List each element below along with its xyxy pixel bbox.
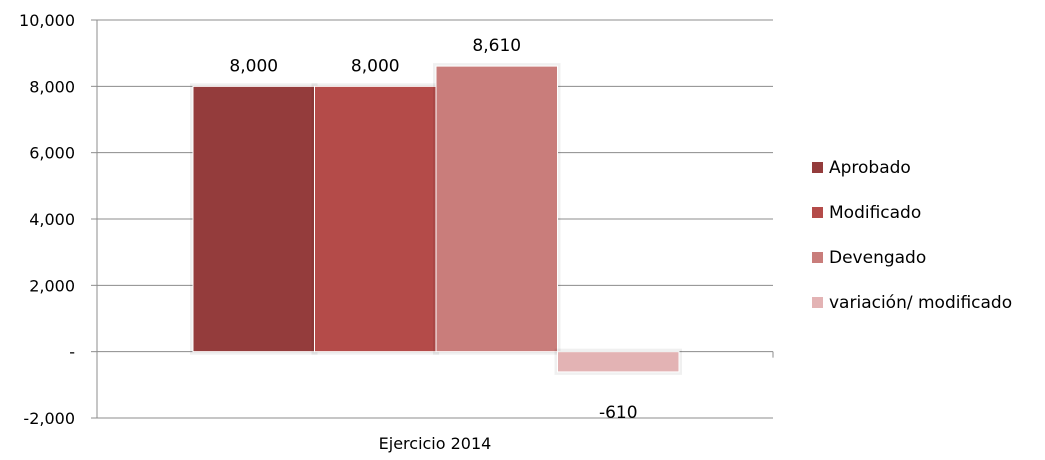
data-labels: 8,000 8,000 8,610 -610: [229, 36, 637, 423]
y-axis: 10,000 8,000 6,000 4,000 2,000 - -2,000: [19, 11, 98, 428]
bar-variaci-n-modificado: [557, 351, 680, 373]
legend-swatch: [812, 162, 823, 173]
y-tick-label: 6,000: [29, 144, 75, 163]
bar-modificado: [314, 85, 437, 353]
data-label: 8,610: [472, 36, 521, 56]
y-tick-label: -2,000: [23, 409, 75, 428]
y-tick-label: 2,000: [29, 276, 75, 295]
y-tick-label: 4,000: [29, 210, 75, 229]
y-tick-label: -: [69, 343, 75, 362]
bar-devengado: [435, 65, 558, 353]
data-label: 8,000: [229, 56, 278, 76]
bar-aprobado: [192, 85, 315, 353]
legend: Aprobado Modificado Devengado variación/ mo…: [812, 158, 1012, 313]
y-tick-label: 10,000: [19, 11, 75, 30]
category-label: Ejercicio 2014: [379, 434, 492, 453]
y-tick-label: 8,000: [29, 77, 75, 96]
legend-label: Aprobado: [829, 158, 911, 178]
data-label: -610: [599, 403, 638, 423]
legend-swatch: [812, 297, 823, 308]
legend-swatch: [812, 207, 823, 218]
legend-label: variación/ modificado: [829, 293, 1012, 313]
x-axis: Ejercicio 2014: [96, 351, 774, 453]
bars: [190, 63, 682, 375]
legend-label: Modificado: [829, 203, 921, 223]
legend-label: Devengado: [829, 248, 926, 268]
legend-swatch: [812, 252, 823, 263]
data-label: 8,000: [351, 56, 400, 76]
